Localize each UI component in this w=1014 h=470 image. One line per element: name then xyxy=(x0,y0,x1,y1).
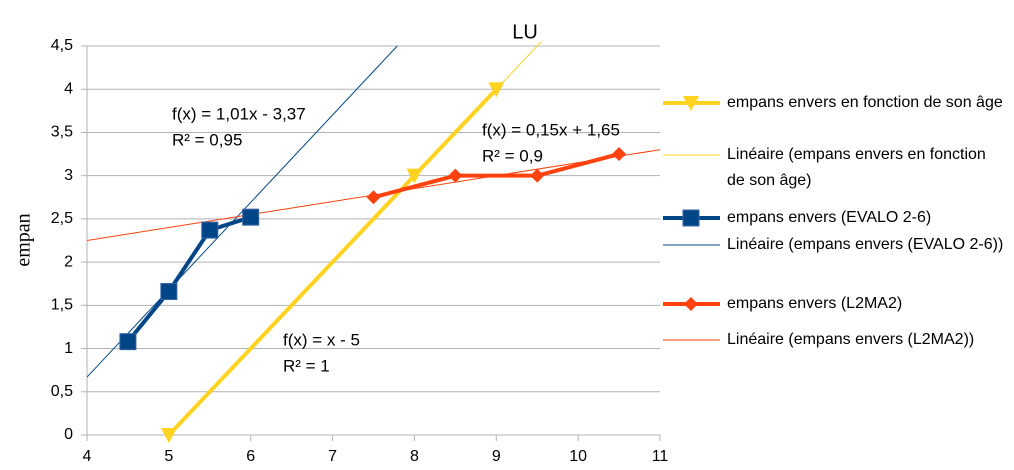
marker xyxy=(119,333,137,351)
legend-label: Linéaire (empans envers (L2MA2)) xyxy=(727,331,975,348)
marker xyxy=(160,283,178,301)
x-tick-label: 10 xyxy=(569,448,587,465)
marker xyxy=(612,147,627,162)
annotation: f(x) = 1,01x - 3,37 xyxy=(172,104,306,123)
annotation: R² = 0,95 xyxy=(172,130,242,149)
legend-marker xyxy=(683,96,699,111)
legend-marker xyxy=(682,209,700,227)
plot-area xyxy=(87,41,660,435)
marker xyxy=(530,168,545,183)
annotation: f(x) = x - 5 xyxy=(283,330,360,349)
annotation: R² = 1 xyxy=(283,356,330,375)
annotation: R² = 0,9 xyxy=(482,146,543,165)
y-tick-label: 0 xyxy=(64,426,73,443)
x-tick-label: 9 xyxy=(492,448,501,465)
marker xyxy=(448,168,463,183)
y-tick-label: 2 xyxy=(64,253,73,270)
series-line xyxy=(372,152,620,200)
y-tick-label: 0,5 xyxy=(51,383,73,400)
x-tick-label: 11 xyxy=(652,448,669,465)
legend-label: Linéaire (empans envers (EVALO 2-6)) xyxy=(727,236,1004,253)
legend-label: Linéaire (empans envers en fonction de s… xyxy=(727,146,986,189)
marker xyxy=(366,190,381,205)
legend-label: empans envers (EVALO 2-6) xyxy=(727,209,932,226)
y-tick-label: 2,5 xyxy=(51,210,73,227)
annotation: f(x) = 0,15x + 1,65 xyxy=(482,120,620,139)
marker xyxy=(201,221,219,239)
legend-label: empans envers (L2MA2) xyxy=(727,295,903,312)
x-tick-label: 8 xyxy=(410,448,419,465)
y-tick-label: 1 xyxy=(64,340,73,357)
marker xyxy=(488,82,505,98)
trendline xyxy=(87,45,398,378)
legend-marker xyxy=(684,297,698,311)
marker xyxy=(406,168,423,184)
x-tick-label: 4 xyxy=(83,448,92,465)
y-tick-label: 3,5 xyxy=(51,124,73,141)
y-axis-label: empan xyxy=(13,213,35,266)
y-tick-label: 3 xyxy=(64,167,73,184)
marker xyxy=(160,428,177,443)
legend-label: empans envers en fonction de son âge xyxy=(727,94,1003,111)
x-tick-label: 6 xyxy=(246,448,255,465)
y-tick-label: 4,5 xyxy=(51,37,73,54)
x-tick-label: 5 xyxy=(164,448,173,465)
marker xyxy=(242,208,260,226)
series-line xyxy=(126,215,252,343)
y-tick-label: 1,5 xyxy=(51,297,73,314)
y-tick-label: 4 xyxy=(64,80,73,97)
chart-title: LU xyxy=(512,21,538,43)
x-tick-label: 7 xyxy=(328,448,337,465)
